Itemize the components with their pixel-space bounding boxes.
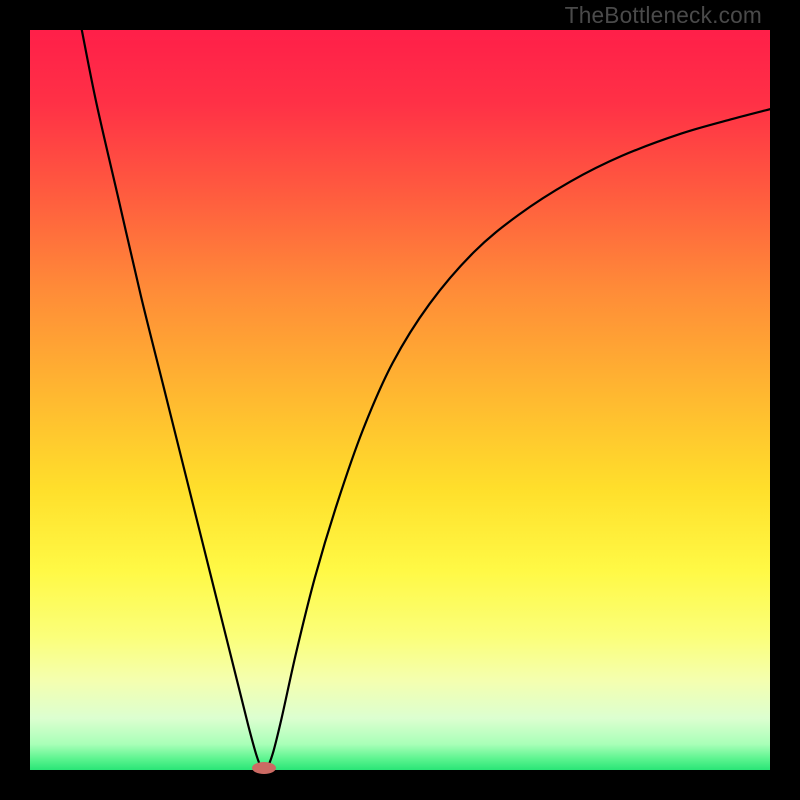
watermark-text: TheBottleneck.com: [565, 2, 762, 29]
bottleneck-curve: [82, 30, 770, 769]
plot-area: [30, 30, 770, 770]
optimal-point-marker: [252, 762, 276, 774]
bottleneck-curve-svg: [30, 30, 770, 770]
chart-frame: TheBottleneck.com: [0, 0, 800, 800]
